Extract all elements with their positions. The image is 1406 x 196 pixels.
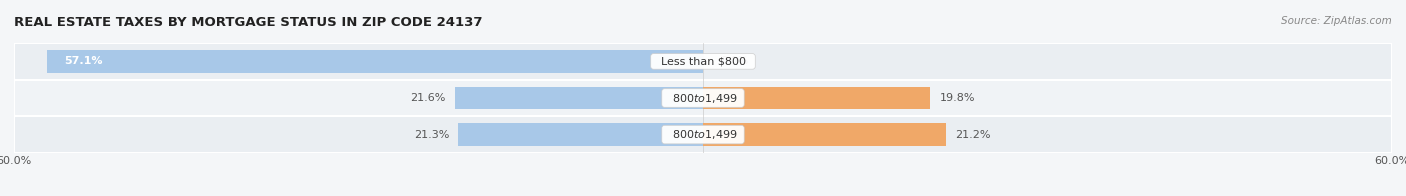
- Bar: [458, 123, 703, 146]
- Text: $800 to $1,499: $800 to $1,499: [665, 92, 741, 104]
- Bar: [14, 43, 1392, 80]
- Text: $800 to $1,499: $800 to $1,499: [665, 128, 741, 141]
- Bar: [703, 87, 931, 109]
- Text: 21.3%: 21.3%: [413, 130, 450, 140]
- Bar: [456, 87, 703, 109]
- Text: 57.1%: 57.1%: [65, 56, 103, 66]
- Text: 0.0%: 0.0%: [720, 56, 748, 66]
- Bar: [14, 116, 1392, 153]
- Text: Source: ZipAtlas.com: Source: ZipAtlas.com: [1281, 16, 1392, 26]
- Text: REAL ESTATE TAXES BY MORTGAGE STATUS IN ZIP CODE 24137: REAL ESTATE TAXES BY MORTGAGE STATUS IN …: [14, 16, 482, 29]
- Text: 19.8%: 19.8%: [939, 93, 974, 103]
- Text: 21.6%: 21.6%: [411, 93, 446, 103]
- Bar: [703, 123, 946, 146]
- Text: Less than $800: Less than $800: [654, 56, 752, 66]
- Bar: [48, 50, 703, 73]
- Bar: [14, 80, 1392, 116]
- Text: 21.2%: 21.2%: [956, 130, 991, 140]
